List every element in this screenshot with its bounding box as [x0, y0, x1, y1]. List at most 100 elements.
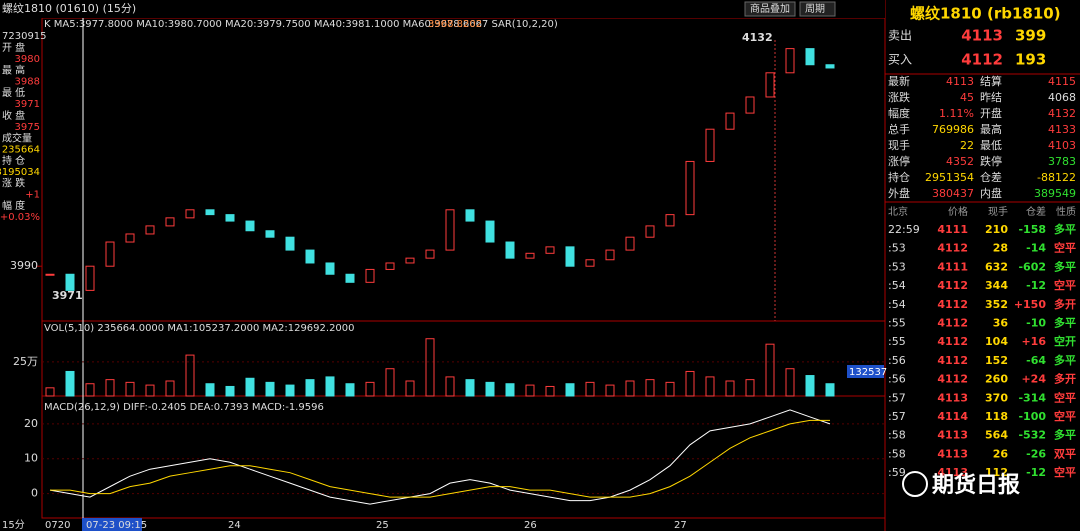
- tick-cell: -12: [1026, 279, 1046, 292]
- tick-cell: 多开: [1054, 372, 1076, 386]
- candle: [625, 236, 635, 251]
- ma-legend: K MA5:3977.8000 MA10:3980.7000 MA20:3979…: [44, 19, 558, 30]
- quote-cell: 结算: [980, 74, 1002, 88]
- tick-cell: 4113: [937, 391, 968, 404]
- tick-cell: 4112: [937, 242, 968, 255]
- tick-cell: 4111: [937, 223, 968, 236]
- candle: [705, 128, 715, 162]
- tick-cell: 空平: [1054, 278, 1076, 292]
- volume-bar: [465, 379, 475, 397]
- info-label: 持 仓: [2, 154, 25, 167]
- info-value: 235664: [2, 144, 40, 155]
- candle: [385, 262, 395, 270]
- tick-cell: -602: [1018, 260, 1046, 273]
- volume-bar: [765, 343, 775, 397]
- tick-cell: :54: [888, 298, 906, 311]
- info-top: 7230915: [2, 31, 47, 42]
- quote-cell: 最新: [888, 74, 910, 88]
- quote-cell: 涨跌: [888, 90, 910, 104]
- quote-cell: 4103: [1048, 139, 1076, 152]
- x-tick-label: 26: [524, 520, 537, 531]
- volume-bar: [105, 379, 115, 397]
- quote-cell: -88122: [1037, 171, 1076, 184]
- x-tick-label: 15分: [2, 519, 25, 531]
- quote-cell: 最低: [980, 139, 1002, 152]
- volume-bar: [345, 383, 355, 397]
- quote-cell: 总手: [888, 122, 910, 136]
- tick-cell: -532: [1018, 429, 1046, 442]
- button[interactable]: [744, 1, 796, 17]
- button-label[interactable]: 周期: [805, 3, 825, 15]
- tick-cell: 空平: [1054, 390, 1076, 404]
- button[interactable]: [799, 1, 836, 17]
- macd-diff: [49, 409, 831, 505]
- candle: [265, 230, 275, 238]
- y-tick-label: 10: [24, 452, 38, 465]
- quote-cell: 4133: [1048, 123, 1076, 136]
- quote-cell: 45: [960, 91, 974, 104]
- x-tick-label: 24: [228, 520, 241, 531]
- tick-cell: 564: [985, 429, 1008, 442]
- button-label[interactable]: 商品叠加: [750, 2, 790, 15]
- candle: [765, 72, 775, 98]
- tick-cell: -158: [1018, 223, 1046, 236]
- volume-bar: [265, 381, 275, 397]
- candle: [205, 209, 215, 216]
- candle: [165, 217, 175, 227]
- candle: [605, 249, 615, 261]
- candle: [145, 225, 155, 235]
- candle: [545, 246, 555, 254]
- candle: [665, 214, 675, 227]
- tick-cell: 多平: [1054, 222, 1076, 236]
- low-label: 3971: [52, 289, 83, 302]
- tick-cell: 多开: [1054, 297, 1076, 311]
- candle: [65, 273, 75, 291]
- info-value: 3980: [15, 54, 40, 65]
- candle: [465, 209, 475, 222]
- quote-cell: 4115: [1048, 75, 1076, 88]
- volume-bar: [585, 381, 595, 397]
- volume-bar: [285, 384, 295, 397]
- tick-cell: 4113: [937, 429, 968, 442]
- tick-cell: 空平: [1054, 465, 1076, 479]
- candle: [325, 262, 335, 275]
- quote-label: 卖出: [888, 29, 912, 43]
- candle: [485, 220, 495, 243]
- quote-cell: 2951354: [925, 171, 974, 184]
- x-tick-label: 27: [674, 520, 687, 531]
- volume-bar: [525, 384, 535, 397]
- quote-cell: 仓差: [980, 170, 1002, 184]
- candle: [85, 265, 95, 291]
- volume-bar: [45, 387, 55, 397]
- tick-cell: 4112: [937, 354, 968, 367]
- candle: [445, 209, 455, 251]
- info-label: 涨 跌: [2, 177, 25, 190]
- quote-cell: 380437: [932, 187, 974, 200]
- tick-cell: :55: [888, 335, 906, 348]
- info-value: +0.03%: [0, 212, 40, 223]
- x-tick-label: 07-23 09:15: [86, 520, 147, 531]
- quote-cell: 4352: [946, 155, 974, 168]
- tick-cell: -314: [1018, 391, 1046, 404]
- sar-value: 3968.8202: [428, 19, 482, 30]
- tick-cell: 26: [993, 447, 1009, 460]
- volume-bar: [645, 379, 655, 397]
- candle: [105, 241, 115, 267]
- info-value: 3975: [15, 122, 40, 133]
- title-bar: [0, 0, 885, 18]
- tick-cell: :59: [888, 466, 906, 479]
- candle: [185, 209, 195, 219]
- macd-dea: [50, 419, 830, 498]
- candle: [405, 257, 415, 264]
- info-label: 幅 度: [2, 199, 25, 212]
- quote-cell: 22: [960, 139, 974, 152]
- tick-cell: 多平: [1054, 353, 1076, 367]
- tick-cell: 344: [985, 279, 1008, 292]
- candle: [565, 246, 575, 267]
- volume-bar: [605, 384, 615, 397]
- tick-cell: :55: [888, 317, 906, 330]
- tick-cell: 4112: [937, 317, 968, 330]
- info-value: 3195034: [0, 167, 40, 178]
